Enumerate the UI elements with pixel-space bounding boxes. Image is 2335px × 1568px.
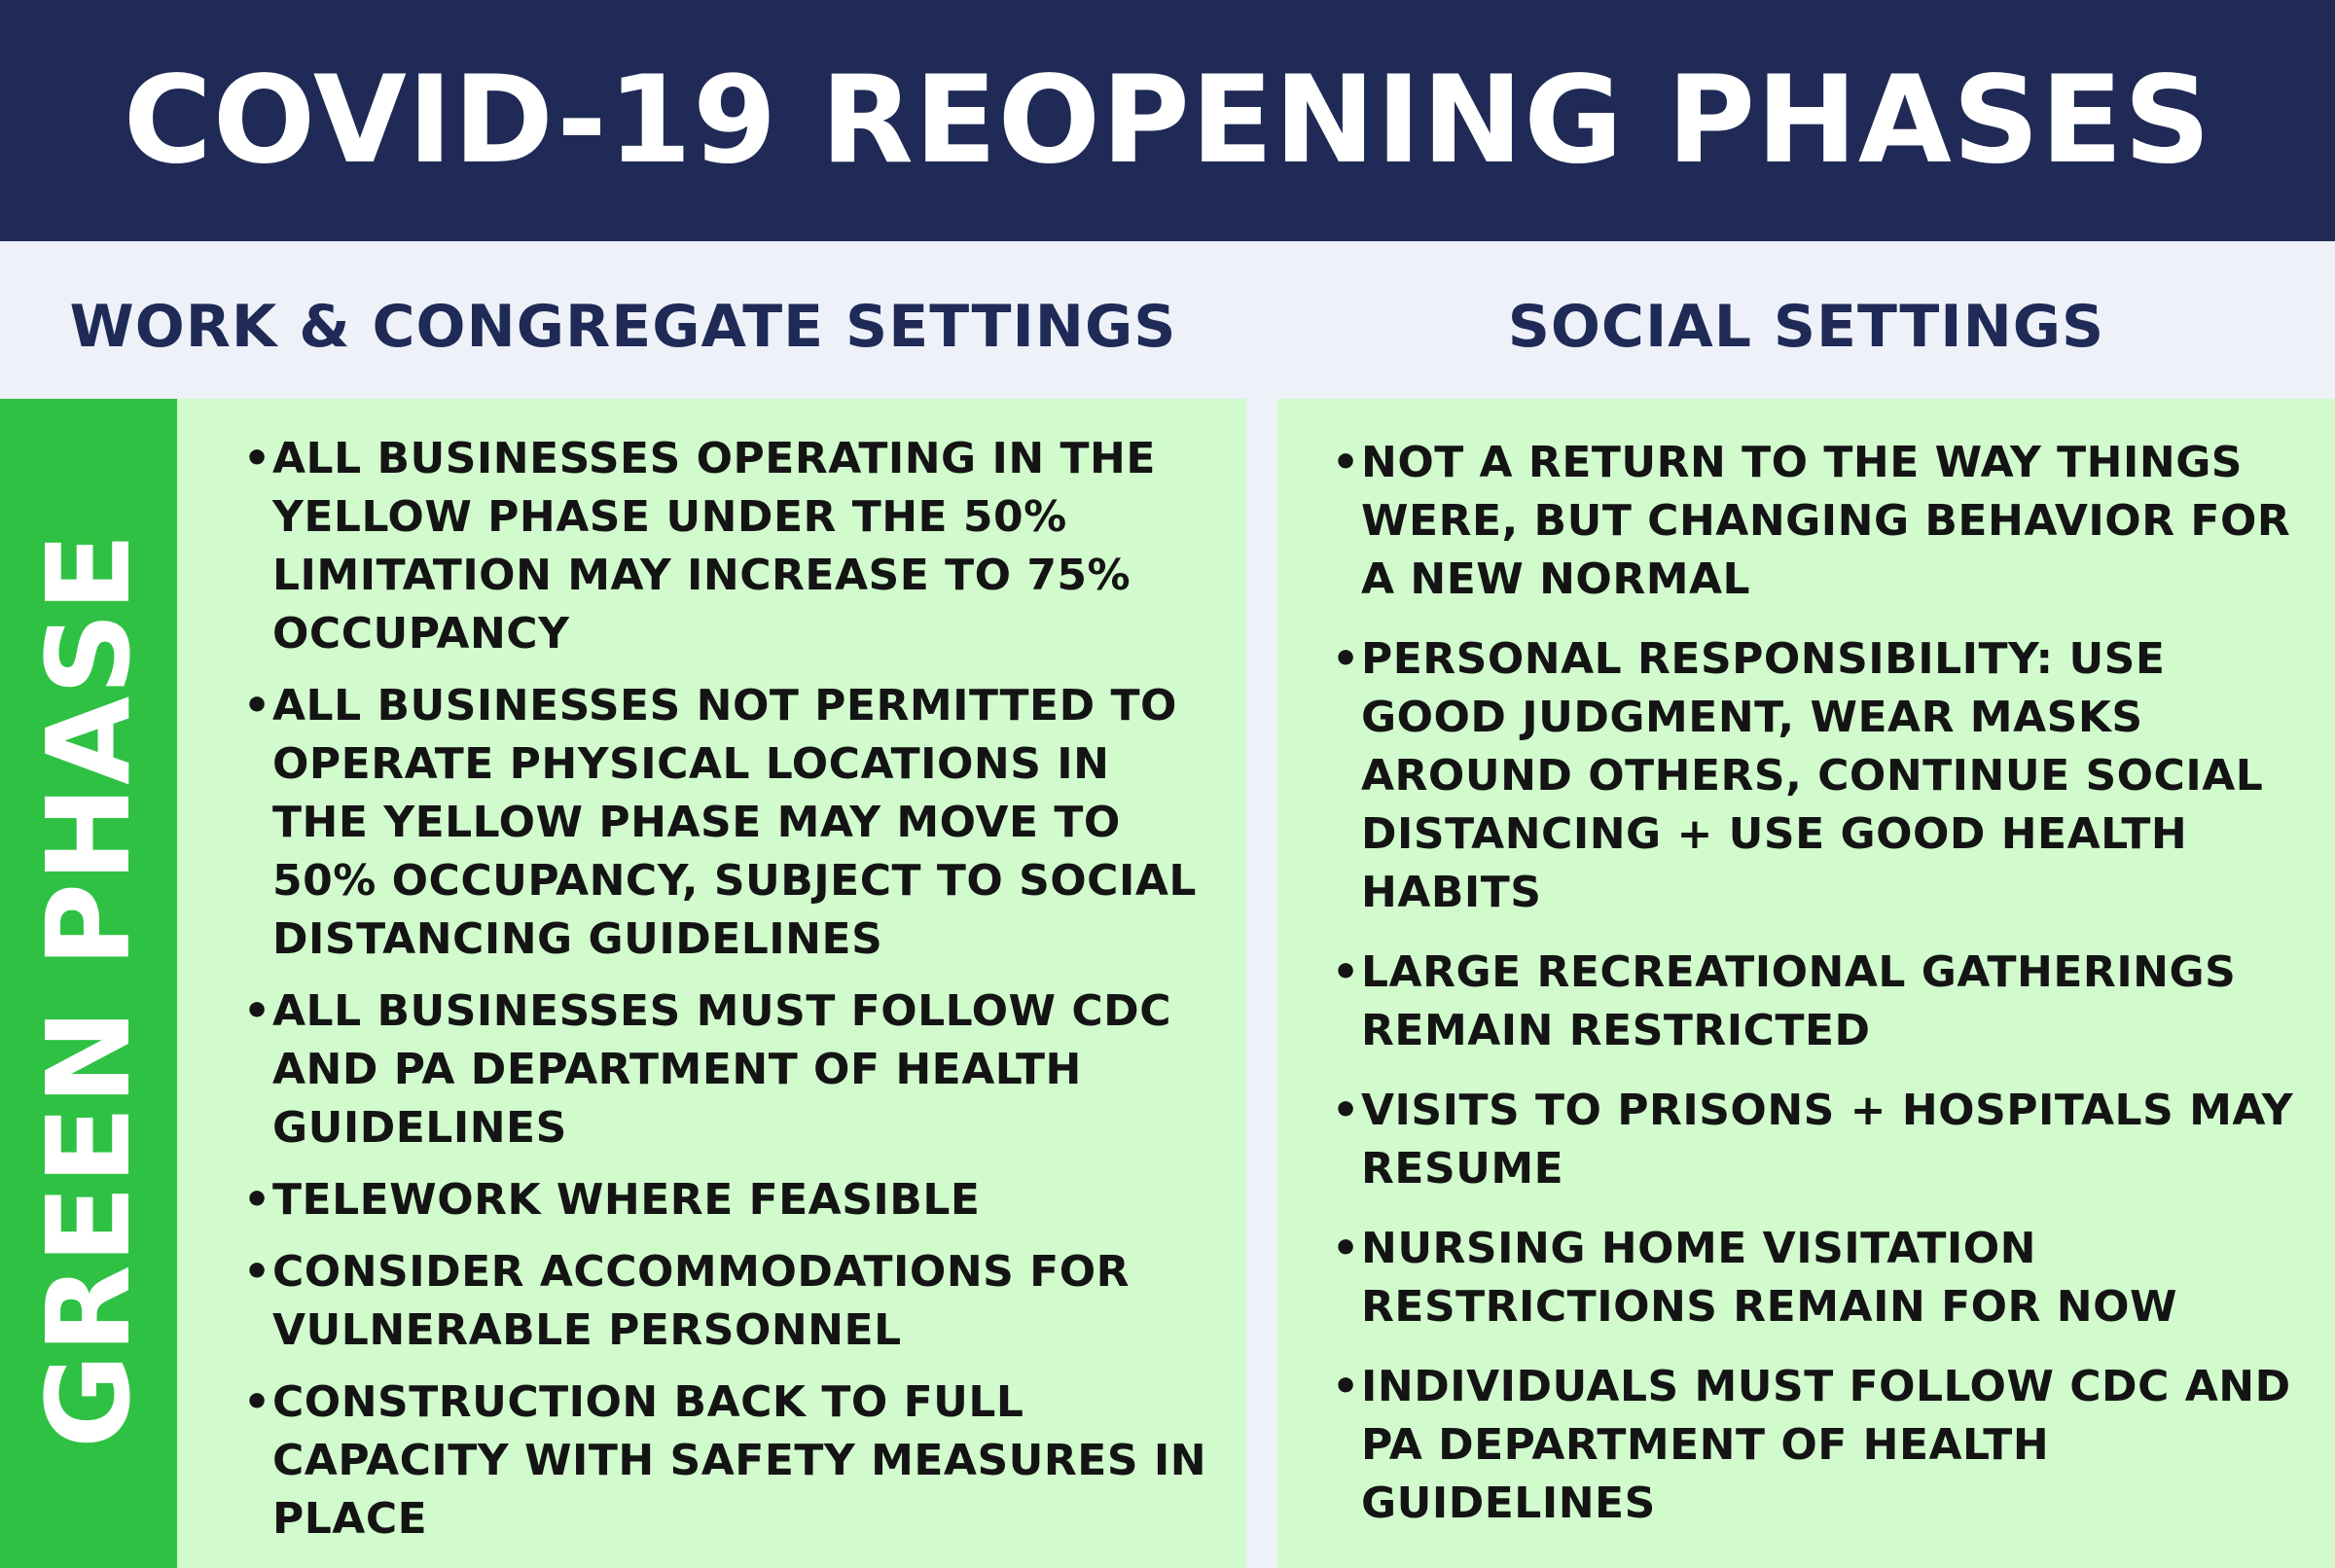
work-bullet: • ALL BUSINESSES MUST FOLLOW CDC AND PA D… bbox=[243, 982, 1207, 1158]
social-bullet: • NOT A RETURN TO THE WAY THINGS WERE, BU… bbox=[1332, 434, 2296, 609]
bullet-icon: • bbox=[1332, 1224, 1360, 1273]
social-bullet-text: NURSING HOME VISITATION RESTRICTIONS REM… bbox=[1361, 1224, 2178, 1332]
green-phase-label: GREEN PHASE bbox=[21, 532, 156, 1448]
bullet-icon: • bbox=[243, 681, 271, 731]
work-bullet: • ALL BUSINESSES NOT PERMITTED TO OPERATE… bbox=[243, 677, 1207, 969]
work-bullet-text: CONSTRUCTION BACK TO FULL CAPACITY WITH … bbox=[272, 1377, 1207, 1544]
bullet-icon: • bbox=[243, 1377, 271, 1427]
work-bullet-text: ALL BUSINESSES MUST FOLLOW CDC AND PA DE… bbox=[272, 986, 1171, 1153]
work-settings-header: WORK & CONGREGATE SETTINGS bbox=[0, 267, 1246, 387]
social-bullet-text: VISITS TO PRISONS + HOSPITALS MAY RESUME bbox=[1361, 1086, 2294, 1194]
bullet-icon: • bbox=[1332, 634, 1360, 684]
bullet-icon: • bbox=[1332, 1362, 1360, 1411]
social-settings-panel: • NOT A RETURN TO THE WAY THINGS WERE, BU… bbox=[1277, 399, 2335, 1568]
social-bullet-text: PERSONAL RESPONSIBILITY: USE GOOD JUDGME… bbox=[1361, 634, 2264, 917]
bullet-icon: • bbox=[243, 1175, 271, 1225]
page-title: COVID-19 REOPENING PHASES bbox=[123, 51, 2212, 191]
bullet-icon: • bbox=[1332, 947, 1360, 997]
social-bullet: • VISITS TO PRISONS + HOSPITALS MAY RESUM… bbox=[1332, 1082, 2296, 1198]
work-bullet: • ALL BUSINESSES OPERATING IN THE YELLOW … bbox=[243, 430, 1207, 663]
bullet-icon: • bbox=[1332, 438, 1360, 487]
work-bullet: • CONSIDER ACCOMMODATIONS FOR VULNERABLE … bbox=[243, 1243, 1207, 1360]
work-settings-panel: • ALL BUSINESSES OPERATING IN THE YELLOW … bbox=[177, 399, 1246, 1568]
bullet-icon: • bbox=[243, 1247, 271, 1297]
bullet-icon: • bbox=[1332, 1086, 1360, 1135]
green-phase-band bbox=[0, 399, 177, 1568]
bullet-icon: • bbox=[243, 986, 271, 1036]
social-bullet: • PERSONAL RESPONSIBILITY: USE GOOD JUDGM… bbox=[1332, 630, 2296, 922]
work-bullet: • CONSTRUCTION BACK TO FULL CAPACITY WITH… bbox=[243, 1373, 1207, 1549]
social-bullet: • NURSING HOME VISITATION RESTRICTIONS RE… bbox=[1332, 1220, 2296, 1336]
social-settings-header: SOCIAL SETTINGS bbox=[1277, 267, 2335, 387]
title-banner: COVID-19 REOPENING PHASES bbox=[0, 0, 2335, 241]
social-bullet: • INDIVIDUALS MUST FOLLOW CDC AND PA DEPA… bbox=[1332, 1358, 2296, 1533]
social-bullet-text: INDIVIDUALS MUST FOLLOW CDC AND PA DEPAR… bbox=[1361, 1362, 2291, 1528]
bullet-icon: • bbox=[243, 434, 271, 483]
work-bullet-text: ALL BUSINESSES OPERATING IN THE YELLOW P… bbox=[272, 434, 1156, 659]
work-bullet-text: TELEWORK WHERE FEASIBLE bbox=[272, 1175, 981, 1225]
social-bullet-text: LARGE RECREATIONAL GATHERINGS REMAIN RES… bbox=[1361, 947, 2237, 1055]
social-bullet-text: NOT A RETURN TO THE WAY THINGS WERE, BUT… bbox=[1361, 438, 2291, 604]
work-bullet: • TELEWORK WHERE FEASIBLE bbox=[243, 1171, 1207, 1229]
work-bullet-text: CONSIDER ACCOMMODATIONS FOR VULNERABLE P… bbox=[272, 1247, 1130, 1355]
work-bullet-text: ALL BUSINESSES NOT PERMITTED TO OPERATE … bbox=[272, 681, 1197, 964]
social-bullet: • LARGE RECREATIONAL GATHERINGS REMAIN RE… bbox=[1332, 944, 2296, 1060]
